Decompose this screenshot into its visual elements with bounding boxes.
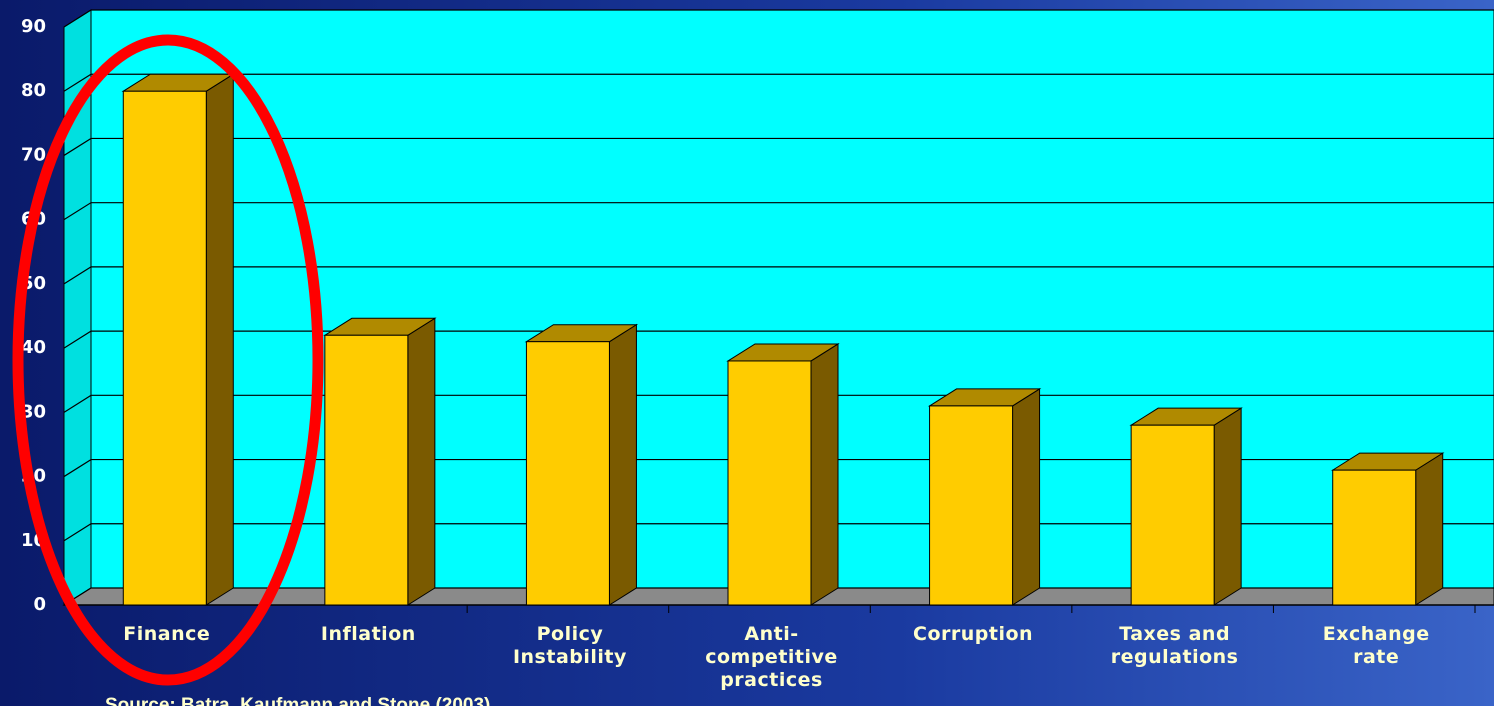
bar-side <box>1213 407 1242 606</box>
y-tick-label: 0 <box>33 594 46 615</box>
bar-side <box>1415 452 1444 606</box>
bar <box>524 323 639 606</box>
x-tick-label: Corruption <box>913 623 1034 645</box>
bar <box>323 317 437 606</box>
bar-front <box>122 90 207 606</box>
grid-line <box>63 330 1494 349</box>
bar <box>726 343 840 606</box>
grid-line <box>63 73 1494 92</box>
bar-front <box>727 360 812 606</box>
bar-front <box>1332 469 1417 606</box>
bar-side <box>1012 388 1041 606</box>
x-tick-label: Policy Instability <box>512 623 627 668</box>
x-tick-label: Exchange rate <box>1322 623 1430 668</box>
y-tick-label: 40 <box>21 337 46 358</box>
bar-front <box>1130 424 1215 606</box>
bar-side <box>608 323 637 606</box>
bar-front <box>525 341 610 606</box>
bar <box>1129 407 1243 606</box>
x-tick-label: Inflation <box>320 623 416 645</box>
bar-front <box>929 405 1014 606</box>
x-tick-label: Anti-competitive practices <box>705 623 838 691</box>
y-tick-label: 30 <box>21 401 46 422</box>
grid-line <box>63 266 1494 285</box>
highlight-ellipse <box>12 34 324 686</box>
grid-line <box>63 202 1494 221</box>
bar <box>1330 452 1445 606</box>
x-tick-label: Finance <box>123 623 211 645</box>
x-tick-label: Taxes and regulations <box>1110 623 1239 668</box>
source-note: Source: Batra, Kaufmann and Stone (2003) <box>105 695 491 706</box>
bar <box>121 73 236 606</box>
bar-front <box>324 334 409 606</box>
bar-side <box>205 73 234 606</box>
bar-side <box>407 317 436 606</box>
grid-line <box>63 137 1494 156</box>
y-tick-label: 80 <box>21 80 46 101</box>
y-tick-label: 70 <box>21 144 46 165</box>
bar <box>927 388 1042 606</box>
grid-line <box>63 9 1494 28</box>
bar-side <box>810 343 839 606</box>
y-tick-label: 90 <box>21 16 46 37</box>
